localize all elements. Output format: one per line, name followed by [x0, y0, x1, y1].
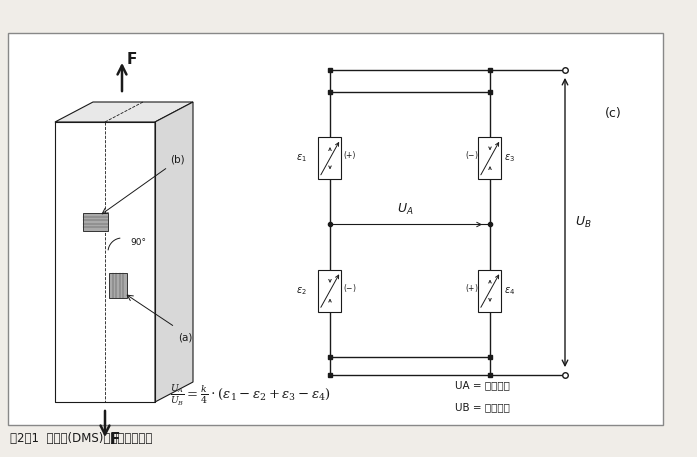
Text: UA = 输出电压: UA = 输出电压 [455, 380, 510, 390]
Text: 90°: 90° [130, 238, 146, 247]
Polygon shape [55, 102, 193, 122]
Text: $\epsilon_3$: $\epsilon_3$ [505, 152, 516, 164]
Text: F: F [110, 432, 121, 447]
Text: F: F [127, 53, 137, 68]
Text: (+): (+) [343, 151, 355, 160]
Text: $(+)$: $(+)$ [465, 282, 479, 294]
Text: $U_B$: $U_B$ [575, 215, 592, 230]
Text: UB = 供电电压: UB = 供电电压 [455, 402, 510, 412]
Bar [319, 270, 342, 312]
Polygon shape [155, 102, 193, 402]
Text: $(-)$: $(-)$ [465, 149, 479, 161]
Bar [8, 33, 663, 425]
Text: $\frac{U_A}{U_B} = \frac{k}{4} \cdot (\epsilon_1 - \epsilon_2 + \epsilon_3 - \ep: $\frac{U_A}{U_B} = \frac{k}{4} \cdot (\e… [169, 383, 330, 408]
Text: $\epsilon_4$: $\epsilon_4$ [505, 285, 516, 297]
Bar [479, 270, 502, 312]
Text: $(-)$: $(-)$ [343, 282, 357, 294]
Bar [55, 122, 155, 402]
Text: $U_A$: $U_A$ [397, 202, 413, 217]
Text: (a): (a) [178, 332, 192, 342]
Text: (c): (c) [605, 107, 622, 120]
Text: (b): (b) [170, 154, 185, 164]
Text: $\epsilon_2$: $\epsilon_2$ [296, 285, 307, 297]
Bar [319, 137, 342, 179]
Bar [479, 137, 502, 179]
Bar [82, 213, 107, 231]
Text: $\epsilon_1$: $\epsilon_1$ [296, 152, 307, 164]
Bar [109, 272, 127, 298]
Text: 图2－1  应变计(DMS)的物理作用原理: 图2－1 应变计(DMS)的物理作用原理 [10, 432, 153, 446]
